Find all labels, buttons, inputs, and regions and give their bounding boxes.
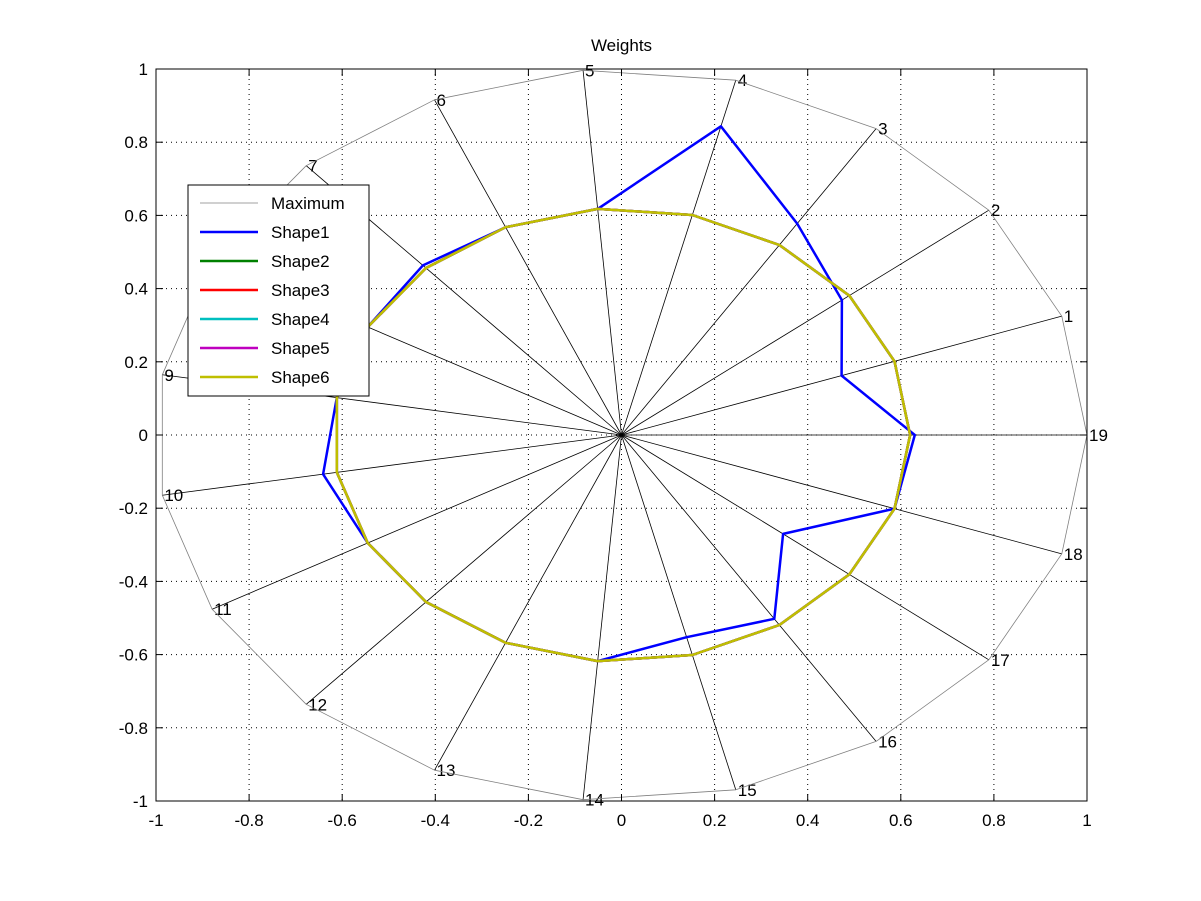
x-tick-label: 0.2: [703, 811, 727, 830]
spoke-label: 1: [1064, 307, 1073, 326]
spoke-line: [434, 434, 622, 771]
y-tick-label: -0.6: [119, 646, 148, 665]
spoke-label: 17: [991, 651, 1010, 670]
spoke-label: 11: [214, 600, 232, 619]
y-tick-label: -0.4: [119, 572, 148, 591]
spoke-label: 2: [991, 201, 1000, 220]
x-tick-label: 0: [617, 811, 626, 830]
x-tick-label: 0.8: [982, 811, 1006, 830]
spoke-line: [582, 70, 622, 436]
spoke-line: [621, 209, 990, 436]
spoke-line: [621, 434, 877, 742]
series-line-shape1: [321, 125, 917, 663]
y-tick-label: 0.2: [124, 353, 148, 372]
x-tick-label: 1: [1082, 811, 1091, 830]
legend-entry: Shape4: [271, 310, 330, 329]
spoke-line: [434, 99, 622, 436]
spoke-label: 4: [738, 71, 747, 90]
spoke-label: 6: [437, 91, 446, 110]
spoke-line: [211, 434, 622, 610]
x-tick-label: 0.4: [796, 811, 820, 830]
spoke-label: 10: [164, 486, 183, 505]
x-tick-label: -0.6: [328, 811, 357, 830]
spoke-label: 3: [878, 120, 887, 139]
legend-entry: Shape1: [271, 223, 330, 242]
spoke-line: [305, 434, 622, 705]
spoke-label: 7: [308, 157, 317, 176]
series-line-shape6: [335, 207, 912, 663]
spokes: 12345678910111213141516171819: [162, 61, 1108, 810]
y-tick-label: 0.8: [124, 133, 148, 152]
y-tick-label: -0.2: [119, 499, 148, 518]
spoke-line: [621, 434, 737, 790]
spoke-label: 16: [878, 732, 897, 751]
x-tick-label: -0.4: [421, 811, 450, 830]
y-tick-label: -0.8: [119, 719, 148, 738]
spoke-label: 9: [164, 366, 173, 385]
spoke-line: [621, 80, 737, 436]
legend-entry: Shape5: [271, 339, 330, 358]
spoke-label: 15: [738, 781, 757, 800]
spoke-line: [621, 434, 1062, 555]
y-tick-label: 0: [139, 426, 148, 445]
x-tick-label: -1: [148, 811, 163, 830]
x-tick-label: -0.2: [514, 811, 543, 830]
spoke-line: [621, 128, 877, 436]
legend: Maximum Shape1 Shape2 Shape3 Shape4 Shape5 Sha…: [187, 184, 370, 397]
x-tick-label: -0.8: [234, 811, 263, 830]
spoke-label: 18: [1064, 545, 1083, 564]
spoke-label: 13: [437, 761, 456, 780]
spoke-line: [582, 434, 622, 800]
spoke-label: 14: [585, 791, 604, 810]
y-tick-label: -1: [133, 792, 148, 811]
legend-entry: Maximum: [271, 194, 345, 213]
spoke-label: 19: [1089, 426, 1108, 445]
legend-entry: Shape3: [271, 281, 330, 300]
series-layer: [161, 69, 1088, 801]
y-tick-label: 0.4: [124, 280, 148, 299]
legend-entry: Shape2: [271, 252, 330, 271]
y-tick-label: 0.6: [124, 206, 148, 225]
y-tick-label: 1: [139, 60, 148, 79]
spoke-line: [162, 434, 622, 496]
spoke-label: 12: [308, 695, 327, 714]
series-line-maximum: [161, 69, 1088, 801]
legend-entry: Shape6: [271, 368, 330, 387]
chart-title: Weights: [591, 36, 652, 55]
spoke-line: [621, 434, 990, 661]
ticks: -1 -0.8 -0.6 -0.4 -0.2 0 0.2 0.4 0.6 0.8 110.80.60…: [119, 60, 1092, 830]
x-tick-label: 0.6: [889, 811, 913, 830]
